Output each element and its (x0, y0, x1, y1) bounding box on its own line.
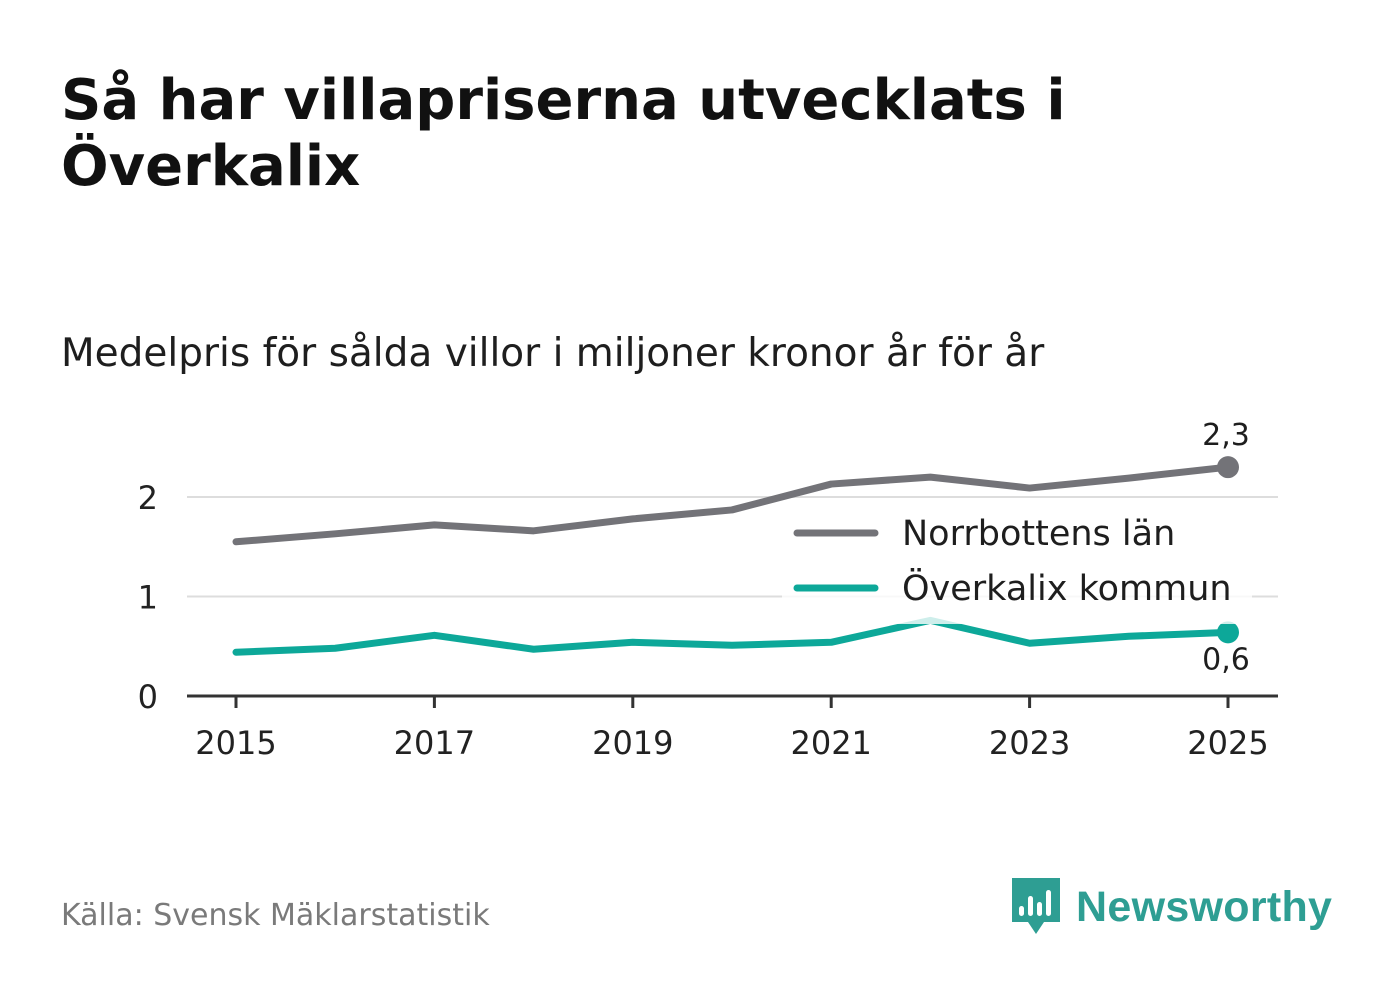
y-tick-label-0: 0 (138, 678, 158, 716)
brand-name: Newsworthy (1076, 882, 1333, 931)
end-labels: 2,3 0,6 (1202, 418, 1250, 677)
x-tick-label-2019: 2019 (592, 724, 673, 762)
end-label-norrbotten: 2,3 (1202, 418, 1250, 453)
y-tick-label-1: 1 (138, 579, 158, 617)
x-tick-label-2015: 2015 (195, 724, 276, 762)
legend: Norrbottens län Överkalix kommun (782, 508, 1252, 624)
series-lines (232, 456, 1239, 656)
x-tick-label-2021: 2021 (790, 724, 871, 762)
axes: 0 1 2 2015 2017 2019 2021 2023 2025 (138, 479, 1278, 762)
chart-subtitle: Medelpris för sålda villor i miljoner kr… (61, 331, 1045, 376)
end-label-overkalix: 0,6 (1202, 642, 1250, 677)
y-tick-label-2: 2 (138, 479, 158, 517)
newsworthy-logo[interactable]: Newsworthy (1010, 876, 1332, 938)
x-tick-label-2025: 2025 (1187, 724, 1268, 762)
legend-label-norrbotten: Norrbottens län (902, 514, 1175, 554)
legend-label-overkalix: Överkalix kommun (902, 567, 1232, 609)
x-tick-label-2023: 2023 (989, 724, 1070, 762)
x-tick-label-2017: 2017 (394, 724, 475, 762)
series-line-overkalix (232, 616, 1232, 656)
series-end-point-overkalix (1217, 621, 1239, 644)
chart-title: Så har villapriserna utvecklats i Överka… (61, 68, 1066, 199)
newsworthy-logo-icon (1012, 878, 1060, 934)
source-note: Källa: Svensk Mäklarstatistik (61, 898, 490, 933)
legend-background (782, 508, 1252, 624)
series-line-norrbotten (232, 463, 1232, 546)
series-end-point-norrbotten (1217, 456, 1239, 479)
